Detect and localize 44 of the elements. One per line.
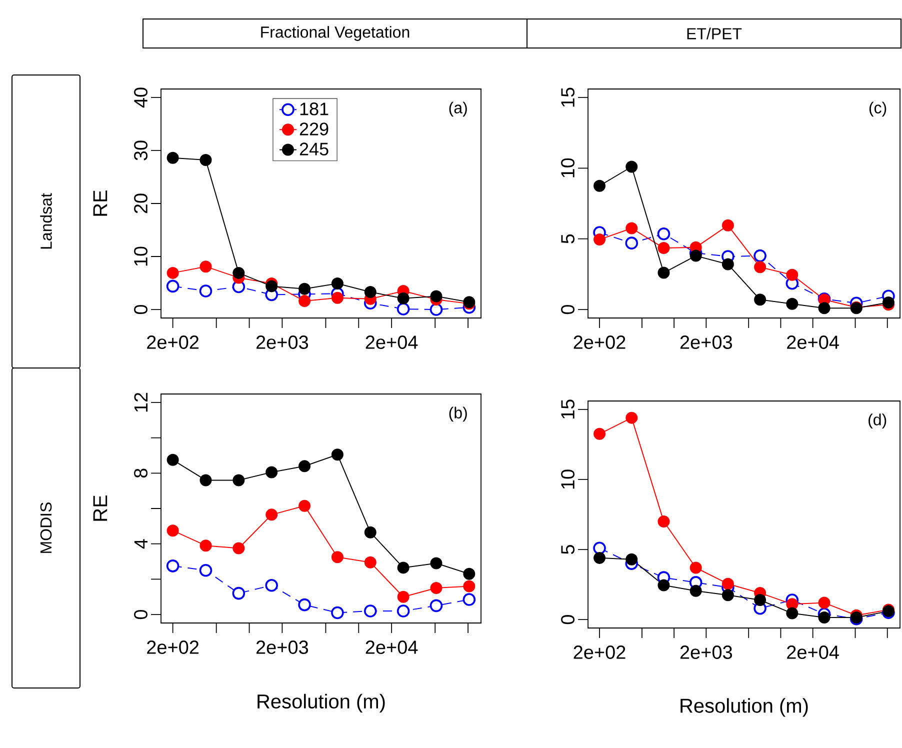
text: MODIS — [40, 502, 52, 553]
y-tick-label: 12 — [134, 392, 148, 412]
x-tick-label: 2e+04 — [787, 336, 839, 349]
x-axis-title: Resolution (m) — [258, 694, 385, 712]
x-tick-label: 2e+02 — [574, 336, 626, 349]
legend-label: 229 — [300, 122, 328, 136]
annotation: (d) — [868, 414, 886, 429]
y-tick-label: 0 — [561, 304, 575, 314]
chart-title: Fractional Vegetation — [261, 26, 410, 41]
y-tick-label: 0 — [134, 610, 148, 620]
x-tick-label: 2e+02 — [147, 640, 199, 654]
x-tick-label: 2e+02 — [147, 336, 199, 349]
y-axis-title: RE — [93, 190, 108, 216]
y-tick-label: 10 — [561, 158, 575, 178]
x-tick-label: 2e+03 — [256, 640, 308, 654]
x-tick-label: 2e+04 — [366, 640, 418, 654]
y-tick-label: 10 — [561, 470, 575, 489]
x-tick-label: 2e+04 — [787, 646, 839, 659]
chart-title: ET/PET — [687, 28, 742, 40]
y-tick-label: 40 — [134, 88, 148, 108]
y-tick-label: 15 — [561, 400, 575, 419]
x-tick-label: 2e+03 — [256, 336, 308, 349]
text: Landsat — [40, 193, 52, 249]
y-tick-label: 30 — [134, 140, 148, 160]
y-tick-label: 0 — [134, 304, 148, 314]
y-tick-label: 4 — [134, 539, 148, 549]
legend-label: 181 — [300, 102, 328, 116]
x-tick-label: 2e+03 — [680, 336, 732, 349]
y-tick-label: 15 — [561, 88, 575, 107]
annotation: (c) — [869, 102, 886, 117]
x-tick-label: 2e+02 — [574, 646, 626, 659]
y-tick-label: 5 — [561, 234, 575, 244]
x-tick-label: 2e+04 — [366, 336, 418, 349]
y-axis-title: RE — [93, 495, 108, 521]
y-tick-label: 5 — [561, 545, 575, 554]
y-tick-label: 20 — [134, 194, 148, 214]
annotation: (b) — [449, 406, 467, 422]
y-tick-label: 8 — [134, 468, 148, 478]
x-axis-title: Resolution (m) — [680, 698, 808, 717]
legend-label: 245 — [300, 142, 328, 156]
y-tick-label: 10 — [134, 246, 148, 266]
annotation: (a) — [449, 102, 467, 117]
x-tick-label: 2e+03 — [680, 646, 732, 659]
y-tick-label: 0 — [561, 615, 575, 624]
